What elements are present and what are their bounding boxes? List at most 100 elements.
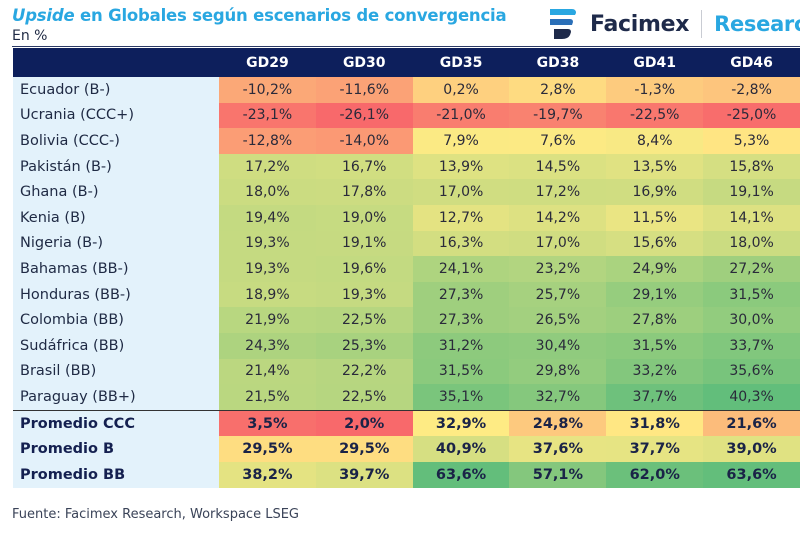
header-rule (12, 46, 800, 47)
heat-cell-gd41: 37,7% (606, 436, 704, 462)
table-row: Paraguay (BB+) 21,5% 22,5% 35,1% 32,7% 37,7% 4… (13, 384, 800, 411)
row-label: Paraguay (BB+) (13, 384, 219, 411)
heat-cell-gd38: 14,2% (509, 204, 607, 231)
heat-cell-gd30: 25,3% (315, 332, 413, 359)
heat-cell-gd29: 21,4% (219, 358, 316, 385)
heat-cell-gd35: 7,9% (412, 128, 510, 154)
average-row: Promedio BB 38,2% 39,7% 63,6% 57,1% 62,0% 63,6… (13, 461, 800, 488)
heat-cell-gd30: -11,6% (315, 77, 413, 103)
heat-cell-gd30: 22,2% (315, 358, 413, 385)
heat-cell-gd46: 40,3% (703, 384, 800, 411)
heat-cell-gd30: 19,0% (315, 204, 413, 231)
heat-cell-gd46: 27,2% (703, 256, 800, 282)
heat-cell-gd29: 18,9% (219, 281, 316, 308)
heat-cell-gd35: 31,5% (412, 358, 510, 385)
table-row: Sudáfrica (BB) 24,3% 25,3% 31,2% 30,4% 31,5% 3… (13, 332, 800, 359)
column-header-gd41: GD41 (606, 48, 704, 77)
heat-cell-gd29: 18,0% (219, 179, 316, 205)
heat-cell-gd41: 8,4% (606, 128, 704, 154)
heat-cell-gd41: 24,9% (606, 256, 704, 282)
table-row: Colombia (BB) 21,9% 22,5% 27,3% 26,5% 27,8% 30… (13, 307, 800, 333)
heat-cell-gd46: 21,6% (703, 409, 800, 437)
heat-cell-gd41: 37,7% (606, 384, 704, 411)
heat-cell-gd29: 21,9% (219, 307, 316, 333)
heat-cell-gd41: 11,5% (606, 204, 704, 231)
heat-cell-gd30: 16,7% (315, 153, 413, 180)
heat-cell-gd29: 19,3% (219, 230, 316, 257)
heat-cell-gd38: 32,7% (509, 384, 607, 411)
heat-cell-gd35: 16,3% (412, 230, 510, 257)
heat-cell-gd30: 39,7% (315, 461, 413, 488)
heat-cell-gd29: 29,5% (219, 436, 316, 462)
heat-cell-gd35: 35,1% (412, 384, 510, 411)
heat-cell-gd38: -19,7% (509, 102, 607, 129)
heat-cell-gd38: 23,2% (509, 256, 607, 282)
source-note: Fuente: Facimex Research, Workspace LSEG (12, 507, 299, 522)
row-label: Promedio B (13, 436, 219, 462)
heat-cell-gd29: 3,5% (219, 409, 316, 437)
heat-cell-gd38: 7,6% (509, 128, 607, 154)
heat-cell-gd46: 19,1% (703, 179, 800, 205)
heat-cell-gd30: -26,1% (315, 102, 413, 129)
heat-cell-gd46: 15,8% (703, 153, 800, 180)
heat-cell-gd29: 19,4% (219, 204, 316, 231)
facimex-logo: Facimex Research (548, 6, 800, 42)
heat-cell-gd41: 31,8% (606, 409, 704, 437)
row-label: Kenia (B) (13, 204, 219, 231)
row-label: Sudáfrica (BB) (13, 332, 219, 359)
logo-division: Research (714, 12, 800, 36)
chart-title: Upside en Globales según escenarios de c… (12, 6, 507, 25)
heat-cell-gd41: 31,5% (606, 332, 704, 359)
heat-cell-gd30: 17,8% (315, 179, 413, 205)
heat-cell-gd29: 24,3% (219, 332, 316, 359)
heat-cell-gd38: 14,5% (509, 153, 607, 180)
row-label: Bahamas (BB-) (13, 256, 219, 282)
row-label: Ucrania (CCC+) (13, 102, 219, 129)
heat-cell-gd41: 29,1% (606, 281, 704, 308)
heat-cell-gd41: 15,6% (606, 230, 704, 257)
heat-cell-gd46: 14,1% (703, 204, 800, 231)
heat-cell-gd41: -22,5% (606, 102, 704, 129)
table-row: Brasil (BB) 21,4% 22,2% 31,5% 29,8% 33,2% 35,6… (13, 358, 800, 385)
heat-cell-gd30: -14,0% (315, 128, 413, 154)
heat-cell-gd38: 17,0% (509, 230, 607, 257)
heat-cell-gd46: 33,7% (703, 332, 800, 359)
heat-cell-gd35: 31,2% (412, 332, 510, 359)
table-row: Bahamas (BB-) 19,3% 19,6% 24,1% 23,2% 24,9% 27… (13, 256, 800, 282)
row-label: Brasil (BB) (13, 358, 219, 385)
column-header-gd35: GD35 (412, 48, 510, 77)
heat-cell-gd41: 27,8% (606, 307, 704, 333)
table-row: Kenia (B) 19,4% 19,0% 12,7% 14,2% 11,5% 14,1% (13, 204, 800, 231)
heat-cell-gd41: -1,3% (606, 77, 704, 103)
column-header-gd30: GD30 (315, 48, 413, 77)
heat-cell-gd35: 12,7% (412, 204, 510, 231)
row-label: Promedio BB (13, 461, 219, 488)
heat-cell-gd46: 5,3% (703, 128, 800, 154)
heat-cell-gd46: -25,0% (703, 102, 800, 129)
heat-cell-gd35: 32,9% (412, 409, 510, 437)
table-row: Ecuador (B-) -10,2% -11,6% 0,2% 2,8% -1,3% -2,… (13, 77, 800, 103)
logo-divider (701, 10, 703, 38)
row-label: Pakistán (B-) (13, 153, 219, 180)
row-label: Ghana (B-) (13, 179, 219, 205)
heat-cell-gd35: 17,0% (412, 179, 510, 205)
table-row: Pakistán (B-) 17,2% 16,7% 13,9% 14,5% 13,5% 15… (13, 153, 800, 180)
heat-cell-gd38: 37,6% (509, 436, 607, 462)
heat-cell-gd35: 27,3% (412, 281, 510, 308)
facimex-logo-icon (550, 9, 576, 39)
upside-heatmap-table: GD29 GD30 GD35 GD38 GD41 GD46 Ecuador (B-) -10… (13, 48, 800, 488)
heat-cell-gd30: 19,6% (315, 256, 413, 282)
heat-cell-gd35: 40,9% (412, 436, 510, 462)
heat-cell-gd35: 27,3% (412, 307, 510, 333)
heat-cell-gd29: 38,2% (219, 461, 316, 488)
heat-cell-gd35: 13,9% (412, 153, 510, 180)
heat-cell-gd29: -23,1% (219, 102, 316, 129)
row-label: Bolivia (CCC-) (13, 128, 219, 154)
row-label: Nigeria (B-) (13, 230, 219, 257)
table-row: Honduras (BB-) 18,9% 19,3% 27,3% 25,7% 29,1% 3… (13, 281, 800, 308)
average-row: Promedio CCC 3,5% 2,0% 32,9% 24,8% 31,8% 21,6% (13, 409, 800, 437)
title-rest: en Globales según escenarios de converge… (74, 6, 507, 25)
heat-cell-gd41: 13,5% (606, 153, 704, 180)
heat-cell-gd35: 63,6% (412, 461, 510, 488)
heat-cell-gd29: 21,5% (219, 384, 316, 411)
